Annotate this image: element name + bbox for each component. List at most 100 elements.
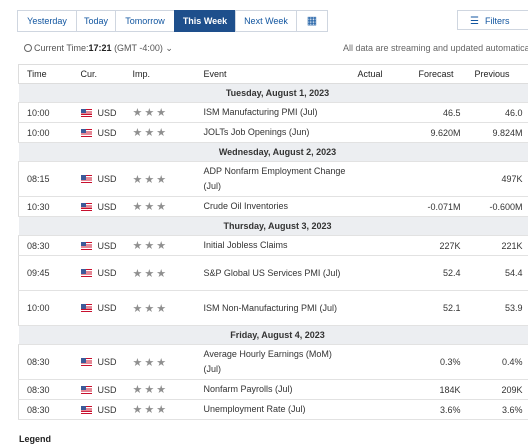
event-importance: ★★★	[124, 290, 196, 326]
currency-code: USD	[97, 404, 117, 415]
event-previous: 46.0	[466, 102, 528, 123]
col-previous[interactable]: Previous	[466, 64, 528, 84]
col-event[interactable]: Event	[195, 64, 350, 84]
col-time[interactable]: Time	[18, 64, 73, 84]
currency-code: USD	[97, 268, 117, 278]
table-row[interactable]: 08:30 USD ★★★ Nonfarm Payrolls (Jul) 184K 209…	[18, 379, 528, 400]
economic-calendar-table: Time Cur. Imp. Event Actual Forecast Pre…	[18, 64, 528, 420]
date-range-tabs: Yesterday Today Tomorrow This Week Next …	[17, 10, 328, 32]
event-time: 10:00	[18, 102, 73, 123]
event-importance: ★★★	[124, 379, 196, 400]
event-previous: 209K	[466, 379, 528, 400]
event-name[interactable]: Unemployment Rate (Jul)	[195, 399, 350, 420]
day-header: Friday, August 4, 2023	[18, 325, 528, 345]
event-forecast: 0.3%	[410, 344, 467, 380]
event-actual	[349, 196, 411, 217]
event-previous: 0.4%	[466, 344, 528, 380]
col-importance[interactable]: Imp.	[124, 64, 196, 84]
event-currency: USD	[72, 379, 125, 400]
currency-code: USD	[97, 107, 117, 118]
current-time-label: Current Time:	[34, 43, 89, 53]
event-time: 08:15	[18, 161, 73, 197]
currency-code: USD	[97, 127, 117, 138]
importance-stars: ★★★	[132, 201, 169, 213]
us-flag-icon	[80, 405, 92, 414]
event-name[interactable]: ADP Nonfarm Employment Change (Jul)	[195, 161, 350, 197]
us-flag-icon	[80, 202, 92, 211]
event-actual	[349, 255, 411, 291]
event-time: 08:30	[18, 235, 73, 256]
table-row[interactable]: 08:15 USD ★★★ ADP Nonfarm Employment Change…	[18, 161, 528, 197]
tab-next-week[interactable]: Next Week	[235, 10, 297, 32]
timezone: (GMT -4:00)	[114, 43, 163, 53]
table-row[interactable]: 08:30 USD ★★★ Initial Jobless Claims 227K 221…	[18, 235, 528, 256]
event-previous: 53.9	[466, 290, 528, 326]
event-name[interactable]: Nonfarm Payrolls (Jul)	[195, 379, 350, 400]
col-currency[interactable]: Cur.	[72, 64, 125, 84]
event-previous: 3.6%	[466, 399, 528, 420]
current-time-value: 17:21	[88, 43, 112, 53]
day-header: Wednesday, August 2, 2023	[18, 142, 528, 162]
us-flag-icon	[80, 385, 92, 394]
current-time-bar[interactable]: Current Time:17:21 (GMT -4:00) ⌄	[24, 43, 173, 54]
event-importance: ★★★	[124, 102, 196, 123]
us-flag-icon	[80, 358, 92, 366]
event-name[interactable]: ISM Manufacturing PMI (Jul)	[195, 102, 350, 123]
importance-stars: ★★★	[132, 302, 169, 315]
event-previous: 9.824M	[466, 122, 528, 143]
table-row[interactable]: 08:30 USD ★★★ Average Hourly Earnings (MoM)…	[18, 344, 528, 380]
event-name[interactable]: Crude Oil Inventories	[195, 196, 350, 217]
event-currency: USD	[72, 122, 125, 143]
event-actual	[349, 235, 411, 256]
event-importance: ★★★	[124, 161, 196, 197]
table-header: Time Cur. Imp. Event Actual Forecast Pre…	[18, 64, 528, 84]
table-row[interactable]: 09:45 USD ★★★ S&P Global US Services PMI (J…	[18, 255, 528, 291]
event-name[interactable]: S&P Global US Services PMI (Jul)	[195, 255, 350, 291]
importance-stars: ★★★	[132, 384, 169, 396]
event-currency: USD	[72, 102, 125, 123]
tab-this-week[interactable]: This Week	[174, 10, 236, 32]
filters-button[interactable]: ☰ Filters	[457, 10, 528, 30]
table-row[interactable]: 08:30 USD ★★★ Unemployment Rate (Jul) 3.6% 3.…	[18, 399, 528, 420]
event-name[interactable]: JOLTs Job Openings (Jun)	[195, 122, 350, 143]
event-forecast	[410, 161, 467, 197]
tab-yesterday[interactable]: Yesterday	[17, 10, 77, 32]
importance-stars: ★★★	[132, 404, 169, 416]
day-header: Tuesday, August 1, 2023	[18, 83, 528, 103]
table-row[interactable]: 10:00 USD ★★★ ISM Non-Manufacturing PMI (Ju…	[18, 290, 528, 326]
currency-code: USD	[97, 303, 117, 313]
calendar-button[interactable]: ▦	[296, 10, 328, 32]
event-previous: 497K	[466, 161, 528, 197]
table-row[interactable]: 10:00 USD ★★★ ISM Manufacturing PMI (Jul) 46…	[18, 102, 528, 123]
importance-stars: ★★★	[132, 356, 169, 369]
importance-stars: ★★★	[132, 240, 169, 252]
event-forecast: 184K	[410, 379, 467, 400]
event-currency: USD	[72, 161, 125, 197]
currency-code: USD	[97, 357, 117, 367]
event-currency: USD	[72, 290, 125, 326]
table-row[interactable]: 10:30 USD ★★★ Crude Oil Inventories -0.071M -…	[18, 196, 528, 217]
currency-code: USD	[97, 240, 117, 251]
table-row[interactable]: 10:00 USD ★★★ JOLTs Job Openings (Jun) 9.620…	[18, 122, 528, 143]
us-flag-icon	[80, 304, 92, 312]
event-forecast: 52.4	[410, 255, 467, 291]
event-name[interactable]: ISM Non-Manufacturing PMI (Jul)	[195, 290, 350, 326]
event-time: 10:00	[18, 122, 73, 143]
col-forecast[interactable]: Forecast	[410, 64, 467, 84]
event-name[interactable]: Average Hourly Earnings (MoM) (Jul)	[195, 344, 350, 380]
currency-code: USD	[97, 201, 117, 212]
event-time: 10:00	[18, 290, 73, 326]
col-actual[interactable]: Actual	[349, 64, 411, 84]
importance-stars: ★★★	[132, 127, 169, 139]
event-currency: USD	[72, 344, 125, 380]
filter-icon: ☰	[470, 16, 479, 27]
tab-tomorrow[interactable]: Tomorrow	[115, 10, 175, 32]
event-name[interactable]: Initial Jobless Claims	[195, 235, 350, 256]
legend-link[interactable]: Legend	[19, 434, 52, 444]
importance-stars: ★★★	[132, 267, 169, 280]
event-forecast: 3.6%	[410, 399, 467, 420]
event-forecast: 46.5	[410, 102, 467, 123]
tab-today[interactable]: Today	[76, 10, 116, 32]
event-forecast: -0.071M	[410, 196, 467, 217]
event-actual	[349, 344, 411, 380]
